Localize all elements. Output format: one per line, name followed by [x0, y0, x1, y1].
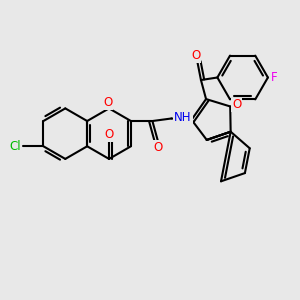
Text: F: F [271, 71, 278, 84]
Text: O: O [153, 141, 163, 154]
Text: O: O [191, 50, 200, 62]
Text: NH: NH [174, 110, 192, 124]
Text: O: O [103, 96, 112, 109]
Text: Cl: Cl [10, 140, 21, 153]
Text: O: O [232, 98, 242, 112]
Text: O: O [104, 128, 114, 141]
